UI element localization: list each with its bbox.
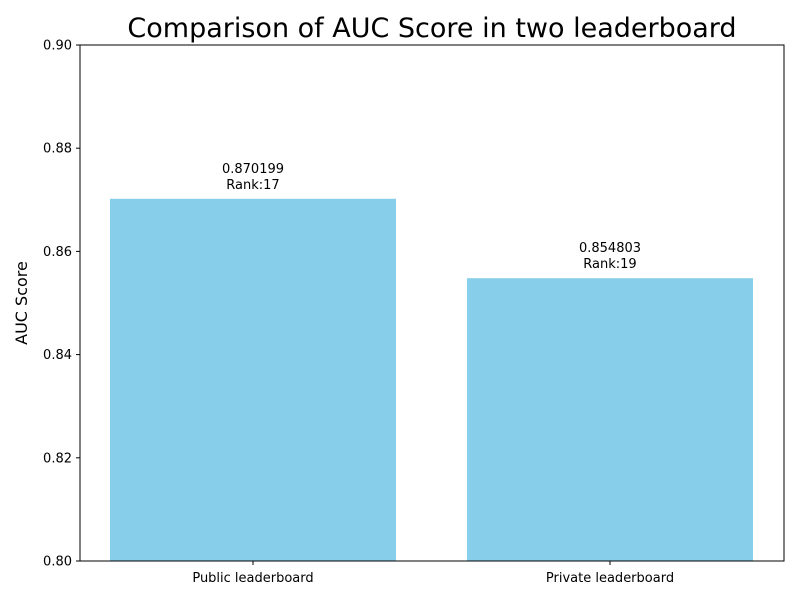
y-tick-label: 0.82 xyxy=(43,451,72,466)
bar-value-label: 0.870199 xyxy=(222,162,284,177)
y-tick-label: 0.84 xyxy=(43,348,72,363)
bar-rank-label: Rank:17 xyxy=(226,178,279,193)
x-axis-ticks: Public leaderboard Private leaderboard xyxy=(192,561,674,586)
y-tick-label: 0.80 xyxy=(43,555,72,570)
chart-title: Comparison of AUC Score in two leaderboa… xyxy=(127,13,736,44)
y-tick-label: 0.90 xyxy=(43,39,72,54)
bar-value-label: 0.854803 xyxy=(579,241,641,256)
y-tick-label: 0.86 xyxy=(43,245,72,260)
axes-spines xyxy=(79,44,785,562)
x-tick-label: Private leaderboard xyxy=(546,571,674,586)
plot-frame xyxy=(79,44,785,562)
y-axis-label: AUC Score xyxy=(12,261,31,345)
bar xyxy=(467,278,753,561)
bar-rank-label: Rank:19 xyxy=(583,257,636,272)
y-axis-ticks: 0.80 0.82 0.84 0.86 0.88 0.90 xyxy=(43,39,80,570)
bars-group xyxy=(110,198,753,561)
y-tick-label: 0.88 xyxy=(43,142,72,157)
x-tick-label: Public leaderboard xyxy=(192,571,313,586)
bar xyxy=(110,198,396,561)
